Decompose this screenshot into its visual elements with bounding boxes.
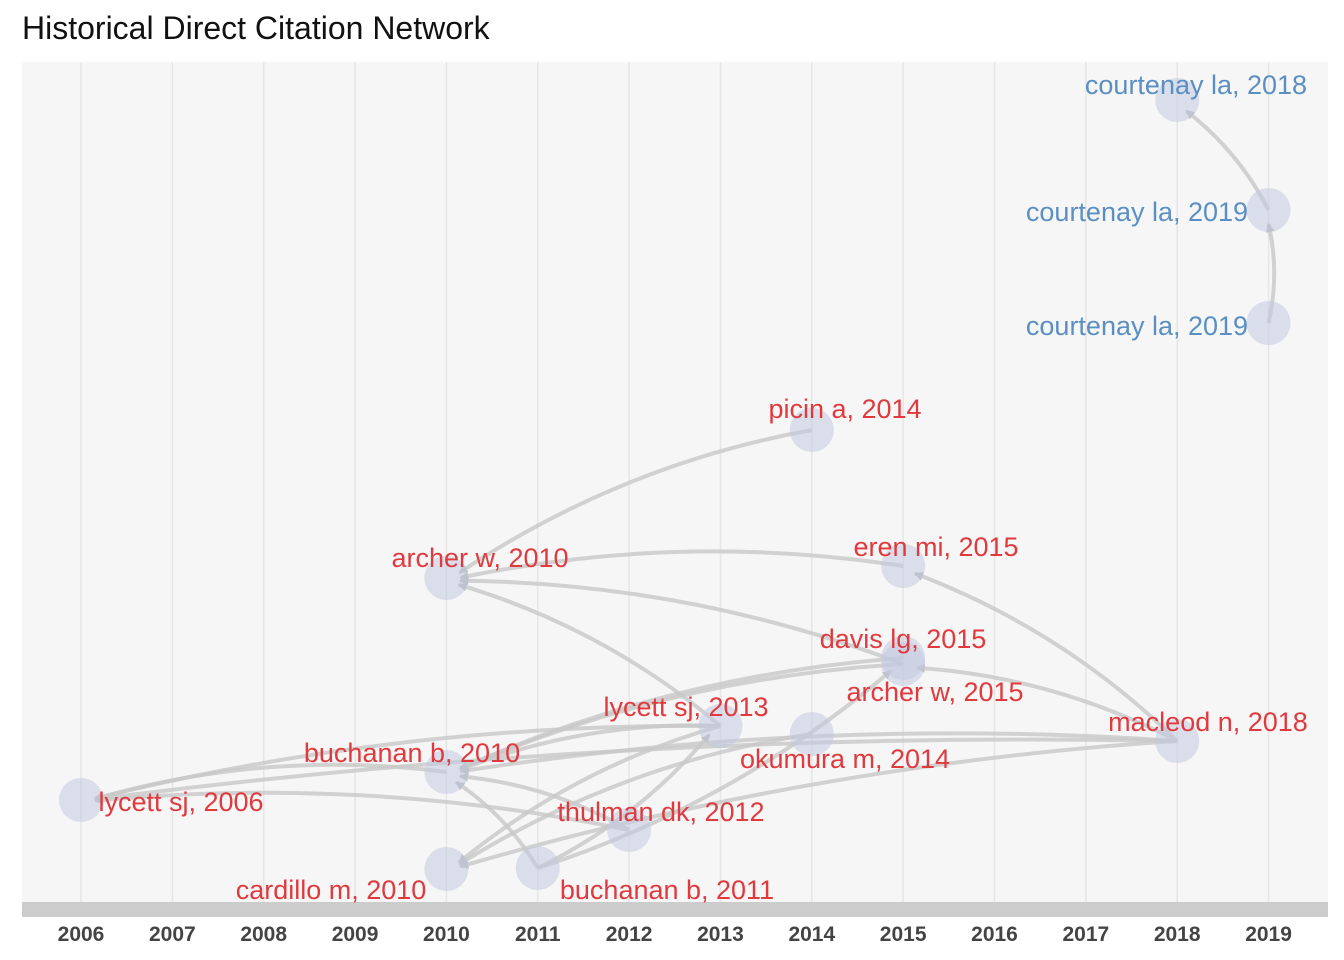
year-label-2017: 2017 xyxy=(1062,923,1109,946)
paper-labels: courtenay la, 2018 courtenay la, 2019 cour… xyxy=(98,70,1307,905)
node-macleod2018[interactable] xyxy=(1155,719,1200,763)
node-archer2015[interactable] xyxy=(881,642,926,686)
label-picin2014: picin a, 2014 xyxy=(768,394,921,424)
year-axis-band xyxy=(22,902,1328,917)
edge-eren2015-to-archer2010 xyxy=(459,549,904,581)
node-okumura2014[interactable] xyxy=(789,712,834,756)
paper-nodes xyxy=(59,78,1291,891)
edge-buchanan2010-to-lycett2006 xyxy=(93,762,447,802)
node-courtenay2018[interactable] xyxy=(1155,78,1200,122)
label-lycett2013: lycett sj, 2013 xyxy=(603,692,768,722)
edge-davis2015-to-buchanan2010 xyxy=(459,656,904,771)
year-label-2016: 2016 xyxy=(971,923,1018,946)
node-thulman2012[interactable] xyxy=(607,808,652,852)
label-macleod2018: macleod n, 2018 xyxy=(1108,707,1308,737)
label-thulman2012: thulman dk, 2012 xyxy=(557,797,764,827)
label-courtenay2019a: courtenay la, 2019 xyxy=(1026,197,1248,227)
year-label-2009: 2009 xyxy=(332,923,379,946)
year-label-2011: 2011 xyxy=(515,923,561,946)
node-courtenay2019b[interactable] xyxy=(1246,301,1291,345)
edge-lycett2013-to-archer2010 xyxy=(457,582,722,728)
year-gridlines xyxy=(80,62,1270,902)
label-cardillo2010: cardillo m, 2010 xyxy=(236,875,427,905)
node-cardillo2010[interactable] xyxy=(424,847,469,891)
node-buchanan2010[interactable] xyxy=(424,750,469,794)
chart-title: Historical Direct Citation Network xyxy=(22,10,490,46)
edge-archer2015-to-archer2010 xyxy=(459,576,904,666)
year-axis-labels: 2006 2007 2008 2009 2010 2011 2012 2013 2014 2015… xyxy=(58,923,1292,946)
label-okumura2014: okumura m, 2014 xyxy=(740,744,950,774)
label-archer2015: archer w, 2015 xyxy=(846,677,1023,707)
label-lycett2006: lycett sj, 2006 xyxy=(98,787,263,817)
node-lycett2013[interactable] xyxy=(698,704,743,748)
edge-lycett2013-to-buchanan2010 xyxy=(459,723,721,772)
node-eren2015[interactable] xyxy=(881,544,926,588)
edge-picin2014-to-archer2010 xyxy=(458,428,813,575)
year-label-2008: 2008 xyxy=(240,923,287,946)
year-label-2014: 2014 xyxy=(788,923,835,946)
node-buchanan2011[interactable] xyxy=(515,846,560,890)
year-label-2013: 2013 xyxy=(697,923,744,946)
label-eren2015: eren mi, 2015 xyxy=(853,532,1018,562)
year-label-2018: 2018 xyxy=(1154,923,1201,946)
edge-macleod2018-to-eren2015 xyxy=(914,571,1179,743)
edge-thulman2012-to-lycett2006 xyxy=(93,790,630,832)
edge-buchanan2011-to-archer2015 xyxy=(537,669,893,870)
edge-macleod2018-to-archer2015 xyxy=(915,663,1179,743)
node-courtenay2019a[interactable] xyxy=(1246,188,1291,232)
edge-macleod2018-to-lycett2006 xyxy=(93,737,1178,803)
year-label-2010: 2010 xyxy=(423,923,470,946)
year-label-2007: 2007 xyxy=(149,923,196,946)
label-courtenay2019b: courtenay la, 2019 xyxy=(1026,311,1248,341)
edge-okumura2014-to-cardillo2010 xyxy=(458,732,813,866)
year-label-2012: 2012 xyxy=(606,923,653,946)
label-buchanan2011: buchanan b, 2011 xyxy=(560,875,774,905)
label-archer2010: archer w, 2010 xyxy=(391,543,568,573)
node-picin2014[interactable] xyxy=(789,408,834,452)
label-davis2015: davis lg, 2015 xyxy=(820,624,987,654)
node-archer2010[interactable] xyxy=(424,556,469,600)
year-label-2019: 2019 xyxy=(1245,923,1292,946)
label-courtenay2018: courtenay la, 2018 xyxy=(1085,70,1307,100)
edge-lycett2013-to-cardillo2010 xyxy=(457,724,721,865)
plot-background xyxy=(22,62,1328,902)
year-label-2006: 2006 xyxy=(58,923,105,946)
label-buchanan2010: buchanan b, 2010 xyxy=(304,738,520,768)
year-label-2015: 2015 xyxy=(880,923,927,946)
edge-macleod2018-to-cardillo2010 xyxy=(459,739,1178,869)
node-lycett2006[interactable] xyxy=(59,778,103,822)
